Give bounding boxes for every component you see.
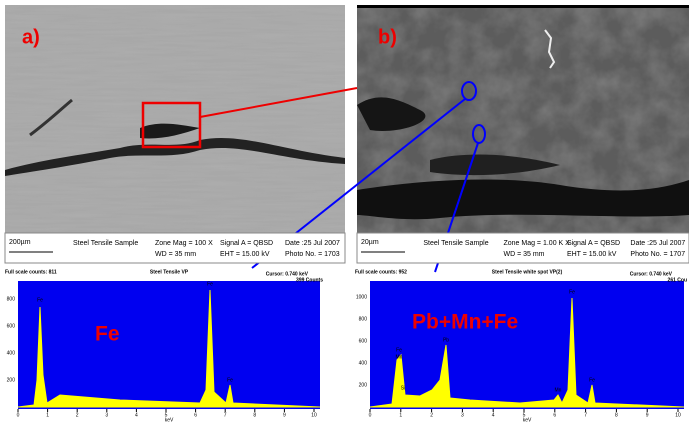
x-tick-label: 2 [430, 412, 433, 418]
cursor: Cursor: 0.740 keV [630, 271, 673, 277]
scale-label: 200µm [9, 239, 31, 246]
peak-label: Si [401, 385, 405, 391]
x-tick-label: 3 [461, 412, 464, 418]
info-bar [357, 233, 689, 263]
x-tick-label: 4 [492, 412, 495, 418]
sample: Steel Tensile Sample [423, 240, 488, 247]
x-tick-label: 8 [615, 412, 618, 418]
y-tick-label: 800 [7, 296, 16, 302]
peak-label: Fe [569, 289, 575, 295]
signal: Signal A = QBSD [567, 240, 620, 247]
x-tick-label: 1 [46, 412, 49, 418]
y-tick-label: 200 [7, 377, 16, 383]
x-tick-label: 10 [675, 412, 681, 418]
counts: 399 Counts [296, 277, 323, 283]
x-tick-label: 2 [76, 412, 79, 418]
photo: Photo No. = 1707 [630, 251, 685, 258]
peak-label: Fe [207, 281, 213, 287]
x-tick-label: 7 [224, 412, 227, 418]
wd: WD = 35 mm [503, 251, 544, 258]
peak-label: Fe [589, 377, 595, 383]
spectrum-header: Full scale counts: 811 [5, 269, 57, 275]
spectrum-header: Full scale counts: 952 [355, 269, 407, 275]
date: Date :25 Jul 2007 [630, 240, 685, 247]
panel-label: a) [22, 26, 40, 48]
sample: Steel Tensile Sample [73, 240, 138, 247]
signal: Signal A = QBSD [220, 240, 273, 247]
x-tick-label: 3 [105, 412, 108, 418]
sem-image-a [5, 5, 345, 233]
y-tick-label: 1000 [356, 294, 367, 300]
element-label: Pb+Mn+Fe [412, 311, 518, 334]
x-tick-label: 0 [17, 412, 20, 418]
info-bar [5, 233, 345, 263]
figure: a) b) 200µm Steel Tensile Sample Zone Mag … [0, 0, 689, 422]
photo: Photo No. = 1703 [285, 251, 340, 258]
peak-label: Mn [396, 354, 403, 360]
peak-label: Pb [443, 337, 449, 343]
wd: WD = 35 mm [155, 251, 196, 258]
peak-label: Fe [37, 297, 43, 303]
peak-label: Fe [396, 347, 402, 353]
x-axis-label: keV [165, 417, 174, 422]
element-label: Fe [95, 323, 120, 346]
y-tick-label: 800 [359, 316, 368, 322]
scale-label: 20µm [361, 239, 379, 246]
eht: EHT = 15.00 kV [220, 251, 270, 258]
x-tick-label: 4 [135, 412, 138, 418]
eht: EHT = 15.00 kV [567, 251, 617, 258]
x-tick-label: 10 [311, 412, 317, 418]
x-tick-label: 9 [646, 412, 649, 418]
zone-mag: Zone Mag = 100 X [155, 240, 213, 247]
spectrum-plot [18, 281, 320, 409]
peak-label: Mn [555, 387, 562, 393]
y-tick-label: 400 [359, 360, 368, 366]
sem-image-b [357, 5, 689, 233]
y-tick-label: 600 [359, 338, 368, 344]
y-tick-label: 400 [7, 350, 16, 356]
y-tick-label: 600 [7, 323, 16, 329]
panel-label: b) [378, 26, 397, 48]
x-tick-label: 8 [253, 412, 256, 418]
x-tick-label: 1 [399, 412, 402, 418]
x-tick-label: 9 [283, 412, 286, 418]
x-tick-label: 6 [194, 412, 197, 418]
x-tick-label: 6 [553, 412, 556, 418]
y-tick-label: 200 [359, 382, 368, 388]
date: Date :25 Jul 2007 [285, 240, 340, 247]
x-tick-label: 0 [369, 412, 372, 418]
x-tick-label: 7 [584, 412, 587, 418]
counts: 261 Cou [668, 277, 687, 283]
spectrum-title: Steel Tensile VP [150, 269, 189, 275]
zone-mag: Zone Mag = 1.00 K X [503, 240, 570, 247]
peak-label: Fe [227, 377, 233, 383]
spectrum-title: Steel Tensile white spot VP(2) [492, 269, 563, 275]
x-axis-label: keV [523, 417, 532, 422]
spectrum-plot [370, 281, 684, 409]
